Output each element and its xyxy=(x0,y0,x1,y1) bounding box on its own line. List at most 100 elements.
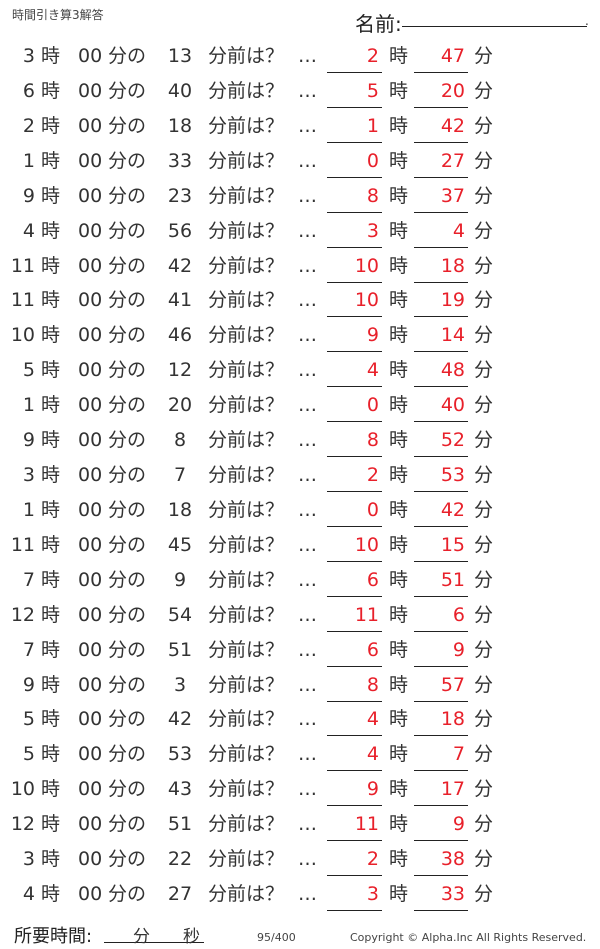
answer-hour: 8 xyxy=(366,429,379,452)
minutes-before-label: 分前は？ xyxy=(208,359,285,382)
answer-minute-line xyxy=(414,246,468,248)
hour-value: 5 xyxy=(22,359,35,382)
minute-of-label: 分の xyxy=(108,45,147,67)
answer-hour-line xyxy=(327,106,382,108)
answer-hour-unit: 時 xyxy=(389,45,409,67)
minutes-before-label: 分前は？ xyxy=(208,79,285,102)
answer-minute-unit: 分 xyxy=(474,359,494,382)
zero-minutes: 00 xyxy=(78,848,103,871)
answer-hour-line xyxy=(327,281,382,283)
problem-row: 3 時 00 分の 22 分前は？… 2 時 38 分 xyxy=(0,844,600,877)
minutes-before-value: 41 xyxy=(167,289,193,312)
answer-minute-unit: 分 xyxy=(474,673,494,696)
answer-minute-line xyxy=(414,176,468,178)
answer-hour-line xyxy=(327,665,382,667)
answer-hour: 2 xyxy=(366,464,379,487)
zero-minutes: 00 xyxy=(78,394,103,417)
answer-hour-unit: 時 xyxy=(389,638,409,661)
zero-minutes: 00 xyxy=(78,114,103,137)
zero-minutes: 00 xyxy=(78,638,103,661)
minutes-before-label: 分前は？ xyxy=(208,219,285,242)
ellipsis: … xyxy=(298,498,317,521)
minutes-before-value: 18 xyxy=(167,498,193,521)
time-minutes-unit: 分 xyxy=(133,927,150,947)
minutes-before-label: 分前は？ xyxy=(208,149,285,172)
answer-hour-line xyxy=(327,560,382,562)
minute-of-label: 分の xyxy=(108,883,147,906)
ellipsis: … xyxy=(298,638,317,661)
hour-value: 11 xyxy=(10,289,35,312)
answer-minute-unit: 分 xyxy=(474,778,494,801)
hour-value: 6 xyxy=(22,79,35,102)
page-number: 95/400 xyxy=(257,931,296,944)
minute-of-label: 分の xyxy=(108,778,147,801)
minute-of-label: 分の xyxy=(108,498,147,521)
answer-minute-line xyxy=(414,910,468,912)
answer-minute-line xyxy=(414,840,468,842)
answer-minute: 51 xyxy=(440,568,465,591)
answer-minute-unit: 分 xyxy=(474,883,494,906)
answer-minute-unit: 分 xyxy=(474,429,494,452)
minute-of-label: 分の xyxy=(108,743,147,766)
answer-hour-unit: 時 xyxy=(389,359,409,382)
hour-unit: 時 xyxy=(41,883,61,906)
ellipsis: … xyxy=(298,708,317,731)
minute-of-label: 分の xyxy=(108,184,147,207)
zero-minutes: 00 xyxy=(78,254,103,277)
ellipsis: … xyxy=(298,219,317,242)
answer-hour: 1 xyxy=(366,114,379,137)
answer-minute-line xyxy=(414,630,468,632)
hour-value: 7 xyxy=(22,568,35,591)
answer-hour-unit: 時 xyxy=(389,708,409,731)
problem-row: 4 時 00 分の 27 分前は？… 3 時 33 分 xyxy=(0,879,600,912)
answer-minute-line xyxy=(414,665,468,667)
answer-minute-line xyxy=(414,456,468,458)
problem-row: 3 時 00 分の 7 分前は？… 2 時 53 分 xyxy=(0,460,600,493)
minutes-before-value: 42 xyxy=(167,708,193,731)
minute-of-label: 分の xyxy=(108,394,147,417)
problem-row: 7 時 00 分の 51 分前は？… 6 時 9 分 xyxy=(0,635,600,667)
answer-hour: 9 xyxy=(366,778,379,801)
answer-minute-unit: 分 xyxy=(474,219,494,242)
answer-hour-line xyxy=(327,141,382,143)
answer-minute-line xyxy=(414,421,468,423)
answer-hour-line xyxy=(327,176,382,178)
hour-value: 9 xyxy=(22,184,35,207)
hour-unit: 時 xyxy=(41,568,61,591)
answer-minute: 48 xyxy=(440,359,465,382)
ellipsis: … xyxy=(298,464,317,487)
answer-hour: 10 xyxy=(354,289,379,312)
minute-of-label: 分の xyxy=(108,429,147,452)
answer-minute-line xyxy=(414,491,468,493)
zero-minutes: 00 xyxy=(78,464,103,487)
ellipsis: … xyxy=(298,883,317,906)
answer-minute-line xyxy=(414,525,468,527)
problem-row: 4 時 00 分の 56 分前は？… 3 時 4 分 xyxy=(0,216,600,248)
answer-minute-line xyxy=(414,386,468,388)
minutes-before-value: 22 xyxy=(167,848,193,871)
zero-minutes: 00 xyxy=(78,149,103,172)
answer-minute: 14 xyxy=(440,324,465,347)
answer-minute: 53 xyxy=(440,464,465,487)
answer-hour-line xyxy=(327,770,382,772)
ellipsis: … xyxy=(298,45,317,67)
answer-hour: 4 xyxy=(366,708,379,731)
ellipsis: … xyxy=(298,673,317,696)
ellipsis: … xyxy=(298,848,317,871)
answer-hour-unit: 時 xyxy=(389,219,409,242)
answer-hour: 4 xyxy=(366,359,379,382)
hour-unit: 時 xyxy=(41,464,61,487)
minutes-before-value: 12 xyxy=(167,359,193,382)
zero-minutes: 00 xyxy=(78,45,103,67)
zero-minutes: 00 xyxy=(78,568,103,591)
answer-hour: 11 xyxy=(354,603,379,626)
answer-hour: 3 xyxy=(366,219,379,242)
hour-value: 12 xyxy=(10,603,35,626)
minutes-before-label: 分前は？ xyxy=(208,324,285,347)
answer-minute-unit: 分 xyxy=(474,848,494,871)
hour-unit: 時 xyxy=(41,289,61,312)
minutes-before-label: 分前は？ xyxy=(208,429,285,452)
problem-row: 1 時 00 分の 20 分前は？… 0 時 40 分 xyxy=(0,390,600,423)
answer-hour-unit: 時 xyxy=(389,813,409,836)
hour-value: 11 xyxy=(10,533,35,556)
